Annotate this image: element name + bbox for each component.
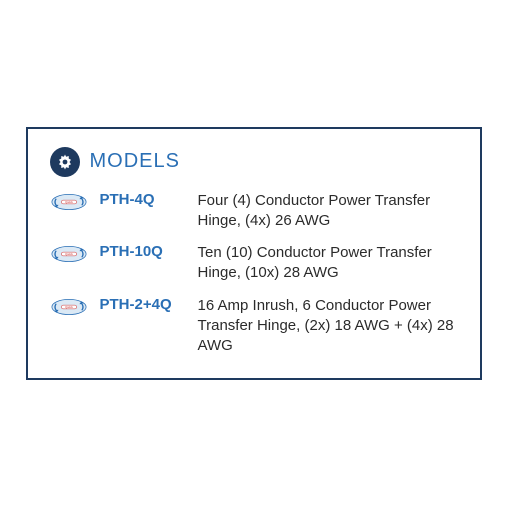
model-row: Qwick PTH-2+4Q 16 Amp Inrush, 6 Conducto…	[50, 296, 458, 357]
model-row: Qwick PTH-4Q Four (4) Conductor Power Tr…	[50, 191, 458, 232]
panel-header: MODELS	[50, 147, 458, 177]
model-row: Qwick PTH-10Q Ten (10) Conductor Power T…	[50, 243, 458, 284]
model-code: PTH-4Q	[100, 191, 188, 208]
model-code: PTH-2+4Q	[100, 296, 188, 313]
model-description: 16 Amp Inrush, 6 Conductor Power Transfe…	[198, 296, 458, 357]
product-badge-icon: Qwick	[50, 243, 90, 268]
product-badge-icon: Qwick	[50, 296, 90, 321]
svg-text:Qwick: Qwick	[65, 252, 73, 256]
model-description: Ten (10) Conductor Power Transfer Hinge,…	[198, 243, 458, 284]
model-description: Four (4) Conductor Power Transfer Hinge,…	[198, 191, 458, 232]
svg-text:Qwick: Qwick	[65, 305, 73, 309]
product-badge-icon: Qwick	[50, 191, 90, 216]
gear-icon	[50, 147, 80, 177]
model-code: PTH-10Q	[100, 243, 188, 260]
svg-text:Qwick: Qwick	[65, 200, 73, 204]
panel-title: MODELS	[90, 150, 180, 173]
models-panel: MODELS Qwick PTH-4Q Four (4) Conductor P…	[26, 127, 482, 381]
